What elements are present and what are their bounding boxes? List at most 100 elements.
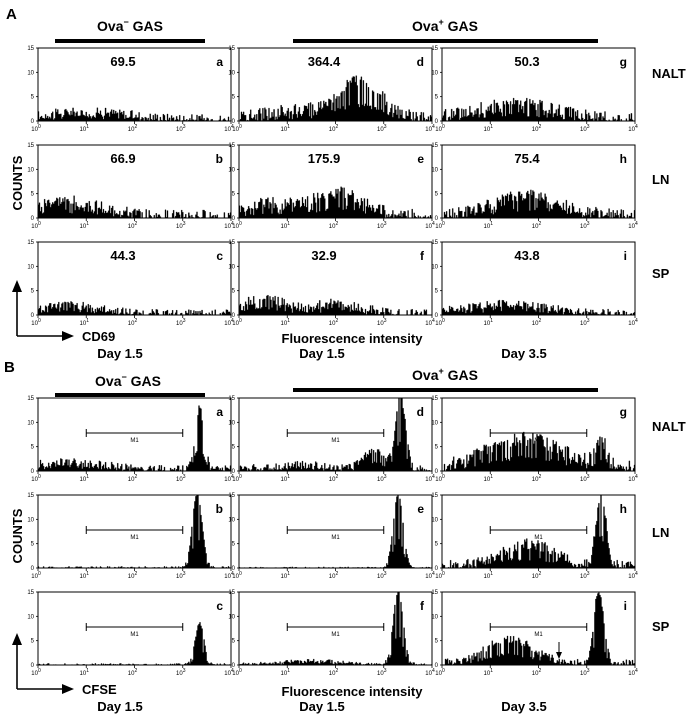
x-tick-label: 104 [628, 571, 638, 580]
x-tick-label: 100 [435, 124, 445, 133]
x-tick-label: 102 [128, 474, 138, 483]
arrow-up-icon [12, 280, 22, 292]
y-tick-label: 15 [27, 396, 34, 402]
plot-letter: g [620, 405, 627, 419]
y-tick-label: 5 [435, 639, 439, 645]
y-tick-label: 5 [31, 289, 35, 295]
y-tick-label: 5 [232, 639, 236, 645]
panel-b-row-labels: NALT LN SP [652, 419, 686, 634]
y-tick-label: 15 [27, 46, 34, 52]
x-tick-label: 100 [232, 318, 242, 327]
plot-letter: b [216, 152, 223, 166]
panel-a-group2-label: Ova+ GAS [412, 17, 478, 34]
y-tick-label: 0 [31, 469, 35, 475]
histogram-b-f: 0 5 10 15 100 101 102 103 104 f M1 [228, 590, 435, 677]
x-tick-label: 100 [232, 668, 242, 677]
x-tick-label: 100 [435, 571, 445, 580]
row-label-sp: SP [652, 266, 670, 281]
x-tick-label: 104 [425, 474, 435, 483]
y-tick-label: 5 [31, 542, 35, 548]
panel-a-day-col2: Day 1.5 [299, 346, 345, 361]
gate-m1: M1 [489, 526, 588, 541]
x-tick-label: 101 [484, 221, 494, 230]
x-tick-label: 102 [329, 124, 339, 133]
plot-letter: i [624, 249, 627, 263]
histogram-b-h: 0 5 10 15 100 101 102 103 104 h M1 [431, 493, 638, 580]
y-tick-label: 10 [431, 517, 438, 523]
y-tick-label: 15 [431, 46, 438, 52]
gate-m1: M1 [489, 429, 588, 444]
arrow-down-icon [556, 652, 562, 659]
y-tick-label: 5 [31, 192, 35, 198]
y-tick-label: 0 [435, 566, 439, 572]
histogram-bars [441, 494, 636, 569]
x-tick-label: 104 [224, 221, 234, 230]
x-tick-label: 104 [425, 571, 435, 580]
x-tick-label: 103 [176, 474, 186, 483]
y-tick-label: 15 [431, 143, 438, 149]
x-tick-label: 100 [31, 474, 41, 483]
x-tick-label: 100 [435, 474, 445, 483]
x-tick-label: 101 [80, 571, 90, 580]
row-label-nalt: NALT [652, 419, 686, 434]
y-tick-label: 0 [435, 469, 439, 475]
x-tick-label: 104 [425, 221, 435, 230]
histogram-a-i: 0 5 10 15 100 101 102 103 104 i 43.8 [431, 240, 638, 327]
y-tick-label: 5 [435, 289, 439, 295]
x-tick-label: 100 [31, 668, 41, 677]
x-tick-label: 103 [377, 668, 387, 677]
y-tick-label: 0 [435, 313, 439, 319]
panel-b-day-col1: Day 1.5 [97, 699, 143, 714]
histogram-bars [37, 495, 231, 569]
x-tick-label: 104 [425, 318, 435, 327]
histogram-bars [441, 299, 636, 316]
y-tick-label: 15 [228, 46, 235, 52]
x-tick-label: 102 [532, 668, 542, 677]
y-tick-label: 5 [232, 445, 236, 451]
row-label-sp: SP [652, 619, 670, 634]
x-tick-label: 103 [580, 318, 590, 327]
x-tick-label: 102 [128, 221, 138, 230]
x-tick-label: 102 [532, 474, 542, 483]
plot-letter: e [417, 502, 424, 516]
row-label-nalt: NALT [652, 66, 686, 81]
x-tick-label: 101 [484, 571, 494, 580]
gate-label: M1 [130, 535, 139, 541]
row-label-ln: LN [652, 172, 669, 187]
plot-letter: c [216, 599, 223, 613]
y-tick-label: 10 [27, 517, 34, 523]
arrow-right-icon [62, 684, 74, 694]
x-tick-label: 101 [80, 668, 90, 677]
histogram-bars [37, 107, 231, 122]
x-tick-label: 103 [176, 124, 186, 133]
histogram-a-g: 0 5 10 15 100 101 102 103 104 g 50.3 [431, 46, 638, 133]
y-tick-label: 15 [228, 590, 235, 596]
histogram-bars [238, 494, 433, 569]
gate-label: M1 [534, 438, 543, 444]
x-tick-label: 104 [628, 221, 638, 230]
histogram-a-f: 0 5 10 15 100 101 102 103 104 f 32.9 [228, 240, 435, 327]
y-tick-label: 15 [431, 493, 438, 499]
x-tick-label: 101 [281, 571, 291, 580]
y-tick-label: 10 [431, 614, 438, 620]
y-tick-label: 10 [228, 70, 235, 76]
y-tick-label: 0 [232, 119, 236, 125]
histogram-b-e: 0 5 10 15 100 101 102 103 104 e M1 [228, 493, 435, 580]
y-tick-label: 10 [431, 70, 438, 76]
gate-label: M1 [331, 535, 340, 541]
plot-letter: c [216, 249, 223, 263]
x-tick-label: 100 [31, 124, 41, 133]
y-tick-label: 0 [31, 566, 35, 572]
x-tick-label: 100 [435, 668, 445, 677]
x-tick-label: 100 [31, 571, 41, 580]
y-tick-label: 5 [232, 192, 236, 198]
plot-letter: f [420, 599, 425, 613]
histogram-bars [239, 397, 433, 472]
x-tick-label: 102 [532, 124, 542, 133]
gate-m1: M1 [489, 623, 588, 638]
plot-letter: a [216, 405, 223, 419]
y-tick-label: 10 [27, 420, 34, 426]
y-tick-label: 15 [431, 240, 438, 246]
panel-b-letter: B [4, 359, 15, 376]
